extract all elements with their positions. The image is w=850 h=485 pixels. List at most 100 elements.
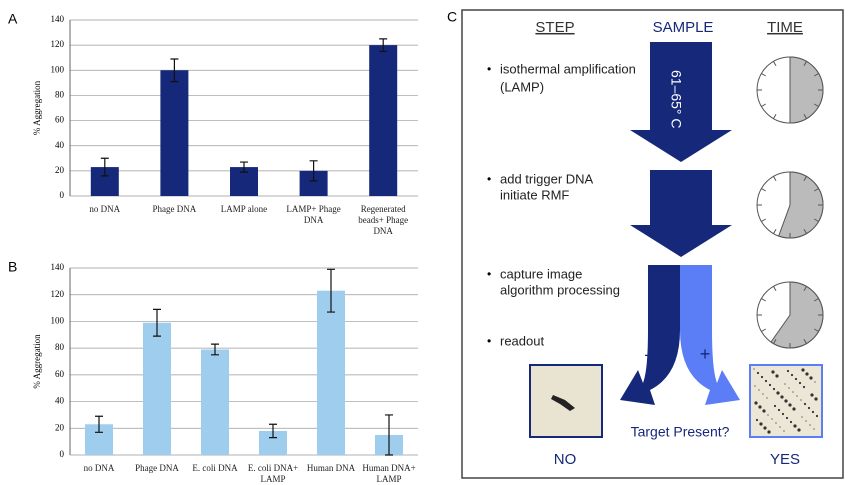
speck — [780, 395, 784, 399]
specks — [753, 368, 819, 434]
speck — [807, 406, 811, 410]
clock-tick — [813, 188, 819, 192]
speck — [810, 393, 814, 397]
speck — [781, 412, 785, 416]
clock-tick — [773, 286, 777, 292]
speck — [771, 418, 773, 420]
header: SAMPLE — [653, 19, 714, 36]
speck — [755, 418, 759, 422]
y-tick-label: 120 — [51, 39, 65, 49]
y-tick-label: 140 — [51, 262, 65, 272]
speck — [759, 422, 763, 426]
speck — [793, 424, 797, 428]
speck — [758, 389, 760, 391]
step-text: initiate RMF — [500, 187, 569, 202]
x-tick-label: E. coli DNA — [192, 463, 238, 473]
speck — [785, 416, 789, 420]
speck — [768, 383, 772, 387]
speck — [801, 368, 805, 372]
bullet: • — [487, 172, 491, 186]
header: TIME — [767, 19, 803, 36]
speck — [811, 410, 815, 414]
speck — [766, 397, 768, 399]
y-tick-label: 40 — [55, 140, 65, 150]
bar — [143, 322, 171, 455]
arrow-positive — [680, 265, 740, 405]
x-tick-label: Human DNA — [306, 463, 356, 473]
speck — [814, 397, 818, 401]
clock-tick — [761, 298, 767, 302]
speck — [809, 424, 811, 426]
speck — [776, 391, 780, 395]
clock-tick — [813, 103, 819, 107]
speck — [802, 385, 806, 389]
bullet: • — [487, 62, 491, 76]
error-bar — [211, 343, 219, 356]
speck — [779, 426, 781, 428]
panel-label: B — [8, 259, 17, 275]
speck — [815, 414, 819, 418]
y-tick-label: 40 — [55, 396, 65, 406]
speck — [797, 428, 801, 432]
error-bar — [309, 160, 318, 182]
speck — [796, 395, 798, 397]
x-tick-label: no DNA — [89, 204, 121, 214]
arrow-negative — [620, 265, 680, 405]
clock-wedge — [770, 281, 824, 349]
clock-tick — [813, 328, 819, 332]
error-bar — [269, 423, 277, 439]
y-tick-label: 0 — [60, 449, 65, 459]
x-tick-label: Phage DNA — [135, 463, 179, 473]
y-tick-label: 100 — [51, 315, 65, 325]
y-tick-label: 20 — [55, 165, 65, 175]
step-text: readout — [500, 333, 544, 348]
clock-tick — [803, 228, 807, 234]
speck — [762, 393, 764, 395]
speck — [773, 404, 777, 408]
step-text: (LAMP) — [500, 79, 544, 94]
y-tick-label: 120 — [51, 289, 65, 299]
speck — [772, 387, 776, 391]
step-text: capture image — [500, 266, 582, 281]
header: STEP — [535, 19, 574, 36]
sign: + — [700, 344, 711, 364]
speck — [805, 372, 809, 376]
bullet: • — [487, 334, 491, 348]
outcome: NO — [554, 451, 577, 468]
speck — [786, 369, 790, 373]
clock-tick — [803, 338, 807, 344]
x-tick-label: E. coli DNA+ LAMP — [247, 463, 299, 484]
speck — [777, 408, 781, 412]
clock-tick — [773, 61, 777, 67]
clock-tick — [813, 298, 819, 302]
error-bar — [153, 308, 161, 337]
x-tick-label: no DNA — [83, 463, 115, 473]
y-tick-label: 140 — [51, 14, 65, 24]
clock-tick — [773, 176, 777, 182]
speck — [767, 414, 769, 416]
x-tick-label: LAMP+ Phage DNA — [286, 204, 341, 225]
step-text: add trigger DNA — [500, 171, 594, 186]
speck — [763, 426, 767, 430]
speck — [803, 402, 807, 406]
x-tick-label: Regenerated beads+ Phage DNA — [358, 204, 409, 236]
clock-tick — [761, 188, 767, 192]
speck — [792, 391, 794, 393]
arrow — [630, 42, 732, 162]
speck — [775, 422, 777, 424]
bar — [369, 45, 398, 197]
arrow — [630, 170, 732, 257]
speck — [792, 407, 796, 411]
y-axis-label: % Aggregation — [32, 80, 42, 135]
speck — [764, 379, 768, 383]
x-tick-label: Phage DNA — [152, 204, 197, 214]
error-bar — [170, 58, 179, 83]
temperature: 61–65° C — [668, 70, 684, 129]
speck — [800, 399, 802, 401]
clock-tick — [813, 218, 819, 222]
speck — [760, 375, 764, 379]
speck — [790, 373, 794, 377]
clock-tick — [761, 73, 767, 77]
error-bar — [240, 161, 248, 173]
